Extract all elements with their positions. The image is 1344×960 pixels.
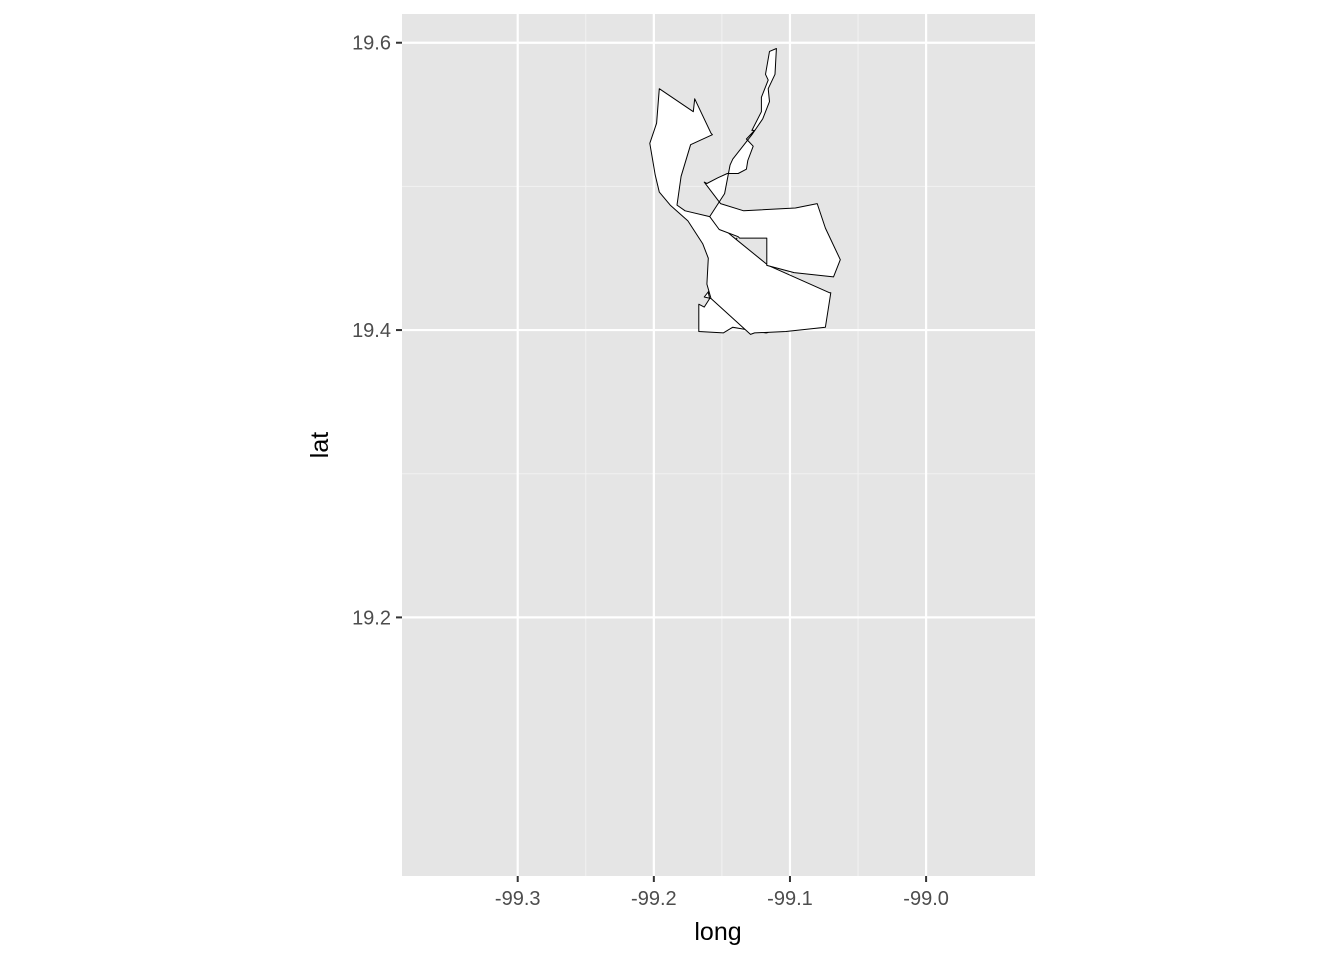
map-regions: [649, 48, 841, 335]
x-tick-label: -99.0: [903, 888, 949, 910]
y-axis: 19.2 19.4 19.6: [352, 33, 402, 629]
district-polygon-2: [649, 88, 832, 335]
x-tick-label: -99.2: [631, 888, 677, 910]
y-tick-label: 19.4: [352, 320, 391, 342]
x-tick-label: -99.1: [767, 888, 813, 910]
x-axis-title: long: [694, 918, 741, 946]
y-tick-label: 19.2: [352, 607, 391, 629]
x-tick-label: -99.3: [495, 888, 541, 910]
y-tick-label: 19.6: [352, 33, 391, 55]
district-polygon-3: [703, 48, 841, 278]
plot-panel: [402, 14, 1035, 876]
y-axis-title: lat: [306, 432, 334, 458]
x-axis: -99.3 -99.2 -99.1 -99.0: [495, 876, 949, 910]
